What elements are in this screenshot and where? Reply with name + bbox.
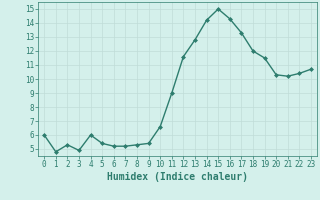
X-axis label: Humidex (Indice chaleur): Humidex (Indice chaleur) <box>107 172 248 182</box>
